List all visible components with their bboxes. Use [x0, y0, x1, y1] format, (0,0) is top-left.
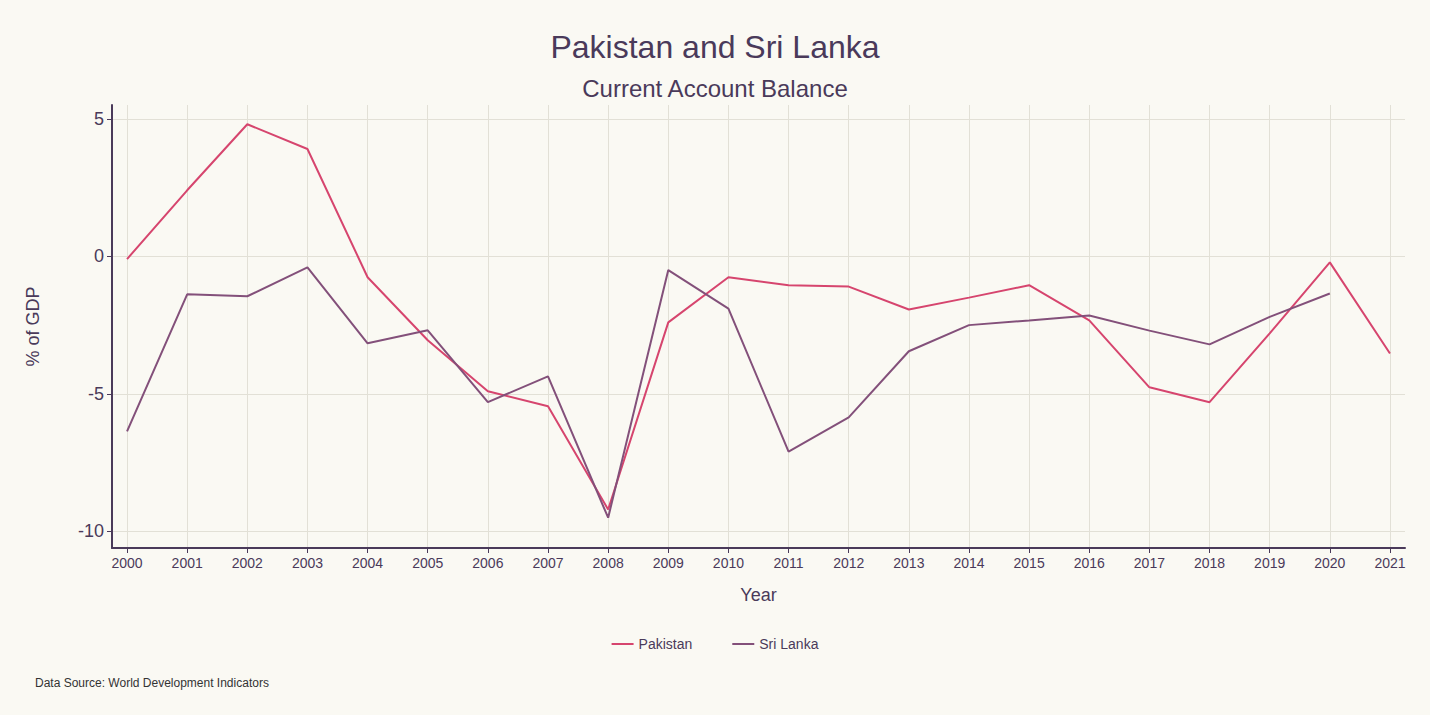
svg-text:-10: -10 [78, 521, 104, 541]
svg-text:2000: 2000 [111, 555, 142, 571]
svg-text:2013: 2013 [893, 555, 924, 571]
svg-text:2007: 2007 [532, 555, 563, 571]
svg-text:2008: 2008 [593, 555, 624, 571]
svg-text:5: 5 [94, 109, 104, 129]
svg-text:2018: 2018 [1194, 555, 1225, 571]
svg-text:2010: 2010 [713, 555, 744, 571]
svg-text:2019: 2019 [1254, 555, 1285, 571]
svg-text:2017: 2017 [1134, 555, 1165, 571]
svg-text:2012: 2012 [833, 555, 864, 571]
svg-text:2006: 2006 [472, 555, 503, 571]
svg-text:2003: 2003 [292, 555, 323, 571]
svg-text:2001: 2001 [172, 555, 203, 571]
svg-text:Data Source: World Development: Data Source: World Development Indicator… [35, 676, 269, 690]
svg-text:2020: 2020 [1314, 555, 1345, 571]
svg-text:0: 0 [94, 246, 104, 266]
svg-text:Pakistan: Pakistan [639, 636, 693, 652]
svg-text:Year: Year [740, 585, 776, 605]
svg-text:2015: 2015 [1014, 555, 1045, 571]
svg-text:2004: 2004 [352, 555, 383, 571]
svg-text:2005: 2005 [412, 555, 443, 571]
svg-text:2011: 2011 [774, 555, 804, 571]
svg-text:Pakistan and Sri Lanka: Pakistan and Sri Lanka [550, 29, 879, 65]
svg-text:2021: 2021 [1374, 555, 1405, 571]
svg-text:Current Account Balance: Current Account Balance [582, 75, 848, 102]
svg-text:2016: 2016 [1074, 555, 1105, 571]
svg-text:2009: 2009 [653, 555, 684, 571]
svg-text:% of GDP: % of GDP [23, 286, 43, 366]
svg-text:2002: 2002 [232, 555, 263, 571]
svg-text:Sri Lanka: Sri Lanka [759, 636, 818, 652]
svg-text:2014: 2014 [953, 555, 984, 571]
svg-text:-5: -5 [88, 384, 104, 404]
